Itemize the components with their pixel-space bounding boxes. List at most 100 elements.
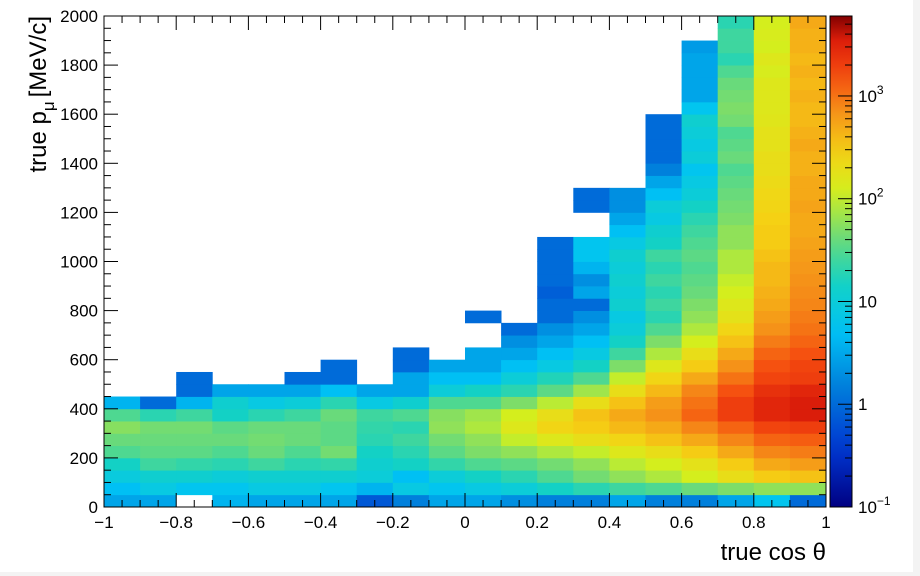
heatmap-cell [140,421,177,434]
heatmap-cell [609,482,646,496]
heatmap-cell [573,273,610,287]
heatmap-cell [681,236,719,250]
heatmap-cell [645,421,682,434]
x-axis-tick-labels: −1 −0.8 −0.6 −0.4 −0.2 0 0.2 0.4 0.6 0.8 1 [94,513,830,532]
heatmap-cell [681,138,719,152]
heatmap-cell [645,200,682,213]
x-tick-label: 0.4 [598,513,622,532]
x-tick-label: −0.4 [304,513,338,532]
heatmap-cell [248,408,285,422]
heatmap-cell [573,408,610,422]
heatmap-cell [320,408,358,422]
heatmap-cell [573,261,610,275]
heatmap-cell [501,335,538,348]
colorbar-tick-label: 10 [858,292,877,311]
heatmap-cell [753,347,791,361]
heatmap-cell [537,249,574,262]
heatmap-cell [501,371,538,385]
heatmap-cell [753,175,791,189]
heatmap-cell [573,249,610,262]
heatmap-cell [428,371,466,385]
heatmap-cell [104,396,141,410]
x-tick-label: −0.8 [159,513,193,532]
heatmap-cell [140,457,177,471]
heatmap-cell [392,371,430,385]
heatmap-cell [140,470,177,483]
heatmap-cell [789,273,827,287]
heatmap-cell [501,470,538,483]
heatmap-cell [717,298,755,311]
heatmap-cell [717,89,755,103]
heatmap-cell [717,200,755,213]
heatmap-cell [609,261,646,275]
x-tick-label: −0.2 [376,513,410,532]
heatmap-cell [789,175,827,189]
heatmap-cell [753,396,791,410]
heatmap-cell [645,138,682,152]
heatmap-cell [681,65,719,78]
heatmap-cell [645,273,682,287]
heatmap-cell [681,371,719,385]
heatmap-cell [537,371,574,385]
colorbar-tick-label: 10−1 [858,494,891,517]
heatmap-cell [789,359,827,373]
heatmap-cell [284,457,321,471]
y-tick-label: 0 [89,498,98,517]
heatmap-cell [717,273,755,287]
heatmap-cell [681,396,719,410]
heatmap-cell [320,421,358,434]
heatmap-cell [717,114,755,127]
heatmap-cell [645,322,682,336]
heatmap-cell [573,236,610,250]
heatmap-cell [753,298,791,311]
heatmap-cell [681,261,719,275]
heatmap-cell [428,445,466,459]
heatmap-cell [537,359,574,373]
heatmap-cell [753,28,791,41]
heatmap-cell [104,470,141,483]
heatmap-cell [645,249,682,262]
heatmap-cell [717,322,755,336]
heatmap-cell [609,212,646,226]
x-tick-label: 0 [460,513,469,532]
heatmap-cell [392,445,430,459]
heatmap-cell [717,28,755,41]
heatmap-cell [104,408,141,422]
heatmap-cell [753,470,791,483]
heatmap-cell [753,261,791,275]
colorbar-tick-label: 102 [858,186,884,209]
heatmap-cell [537,261,574,275]
heatmap-cell [645,261,682,275]
heatmap-cell [609,408,646,422]
heatmap-cell [284,421,321,434]
heatmap-cell [681,335,719,348]
y-axis-title: true pμ [MeV/c] [25,16,58,173]
heatmap-cell [789,126,827,140]
y-tick-label: 1000 [60,253,98,272]
heatmap-cell [681,175,719,189]
colorbar-tick-label: 103 [858,83,884,106]
heatmap-cell [789,163,827,176]
heatmap-cell [609,249,646,262]
heatmap-cell [284,482,321,496]
heatmap-cell [789,286,827,299]
heatmap-cell [789,52,827,66]
heatmap-cell [392,359,430,373]
heatmap-cell [717,40,755,54]
heatmap-cell [212,421,249,434]
heatmap-cell [681,322,719,336]
heatmap-cell [717,77,755,91]
heatmap-cell [645,224,682,238]
heatmap-cell [320,359,358,373]
heatmap-cell [104,482,141,496]
heatmap-cell [320,482,358,496]
heatmap-cell [212,482,249,496]
heatmap-cell [789,114,827,127]
heatmap-cell [717,236,755,250]
heatmap-cell [681,200,719,213]
y-tick-label: 2000 [60,7,98,26]
heatmap-cell [356,445,394,459]
heatmap-cell [753,322,791,336]
heatmap-cell [284,408,321,422]
heatmap-cell [212,445,249,459]
